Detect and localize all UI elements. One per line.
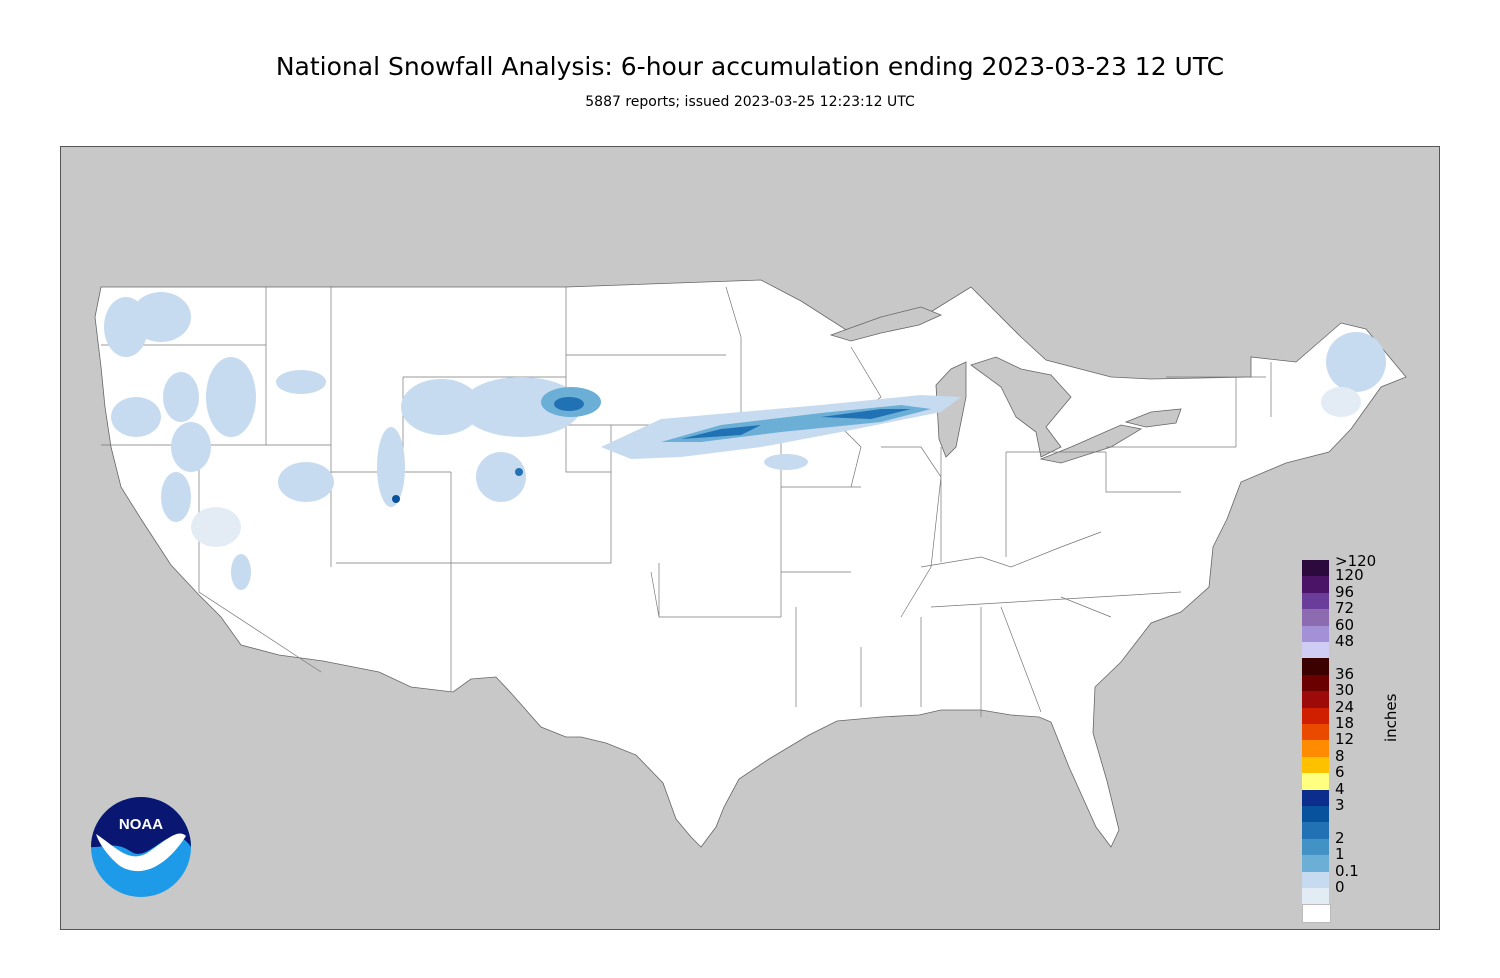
legend-swatch [1302, 756, 1329, 774]
legend-label: 48 [1335, 632, 1355, 650]
legend-swatch [1302, 904, 1331, 923]
legend-swatch [1302, 560, 1329, 577]
legend-swatch [1302, 707, 1329, 724]
legend-swatch [1302, 691, 1329, 708]
legend-swatch [1302, 625, 1329, 642]
legend-label: 4 [1335, 779, 1345, 798]
snowfall-shading [104, 292, 1386, 590]
map-subtitle: 5887 reports; issued 2023-03-25 12:23:12… [585, 94, 915, 110]
legend-swatch [1302, 888, 1329, 905]
legend-swatch [1302, 576, 1329, 593]
legend-label: >120 [1335, 552, 1377, 570]
legend-swatch [1302, 740, 1329, 757]
legend-swatch [1302, 773, 1329, 790]
legend-swatch [1302, 855, 1329, 872]
legend-label: 120 [1335, 566, 1364, 585]
noaa-logo: NOAA [91, 797, 191, 897]
legend-swatch [1302, 592, 1329, 610]
legend-swatch [1302, 609, 1329, 626]
conus-landmass [94, 279, 1407, 848]
legend-label: 6 [1335, 763, 1345, 782]
legend-swatch [1302, 822, 1329, 839]
legend-swatch [1302, 674, 1329, 692]
legend-label: 3 [1335, 796, 1345, 814]
legend-swatch [1302, 642, 1329, 659]
map-title: National Snowfall Analysis: 6-hour accum… [275, 52, 1225, 81]
legend-label: 24 [1335, 697, 1355, 716]
legend-label: 1 [1335, 845, 1345, 864]
legend-label: 12 [1335, 730, 1355, 749]
legend-label: 0 [1335, 878, 1345, 896]
map-canvas [94, 279, 1407, 848]
legend-label: 2 [1335, 828, 1345, 847]
legend-swatch [1302, 806, 1329, 823]
legend-label: 18 [1335, 714, 1355, 732]
great-lakes [829, 306, 1182, 464]
legend-label: 60 [1335, 615, 1355, 634]
legend-swatch [1302, 871, 1329, 888]
noaa-logo-text: NOAA [119, 816, 163, 833]
legend-label: 30 [1335, 681, 1355, 700]
legend-label: 96 [1335, 582, 1355, 601]
legend-swatch [1302, 724, 1329, 741]
legend-swatch [1302, 838, 1329, 856]
legend-label: 0.1 [1335, 861, 1359, 880]
legend-label: 8 [1335, 746, 1345, 765]
legend-label: 36 [1335, 664, 1355, 683]
snowfall-map [60, 146, 1440, 930]
units-label: inches [1382, 693, 1400, 742]
legend-label: 72 [1335, 599, 1355, 618]
legend-swatch [1302, 789, 1329, 806]
legend-swatch [1302, 658, 1329, 675]
